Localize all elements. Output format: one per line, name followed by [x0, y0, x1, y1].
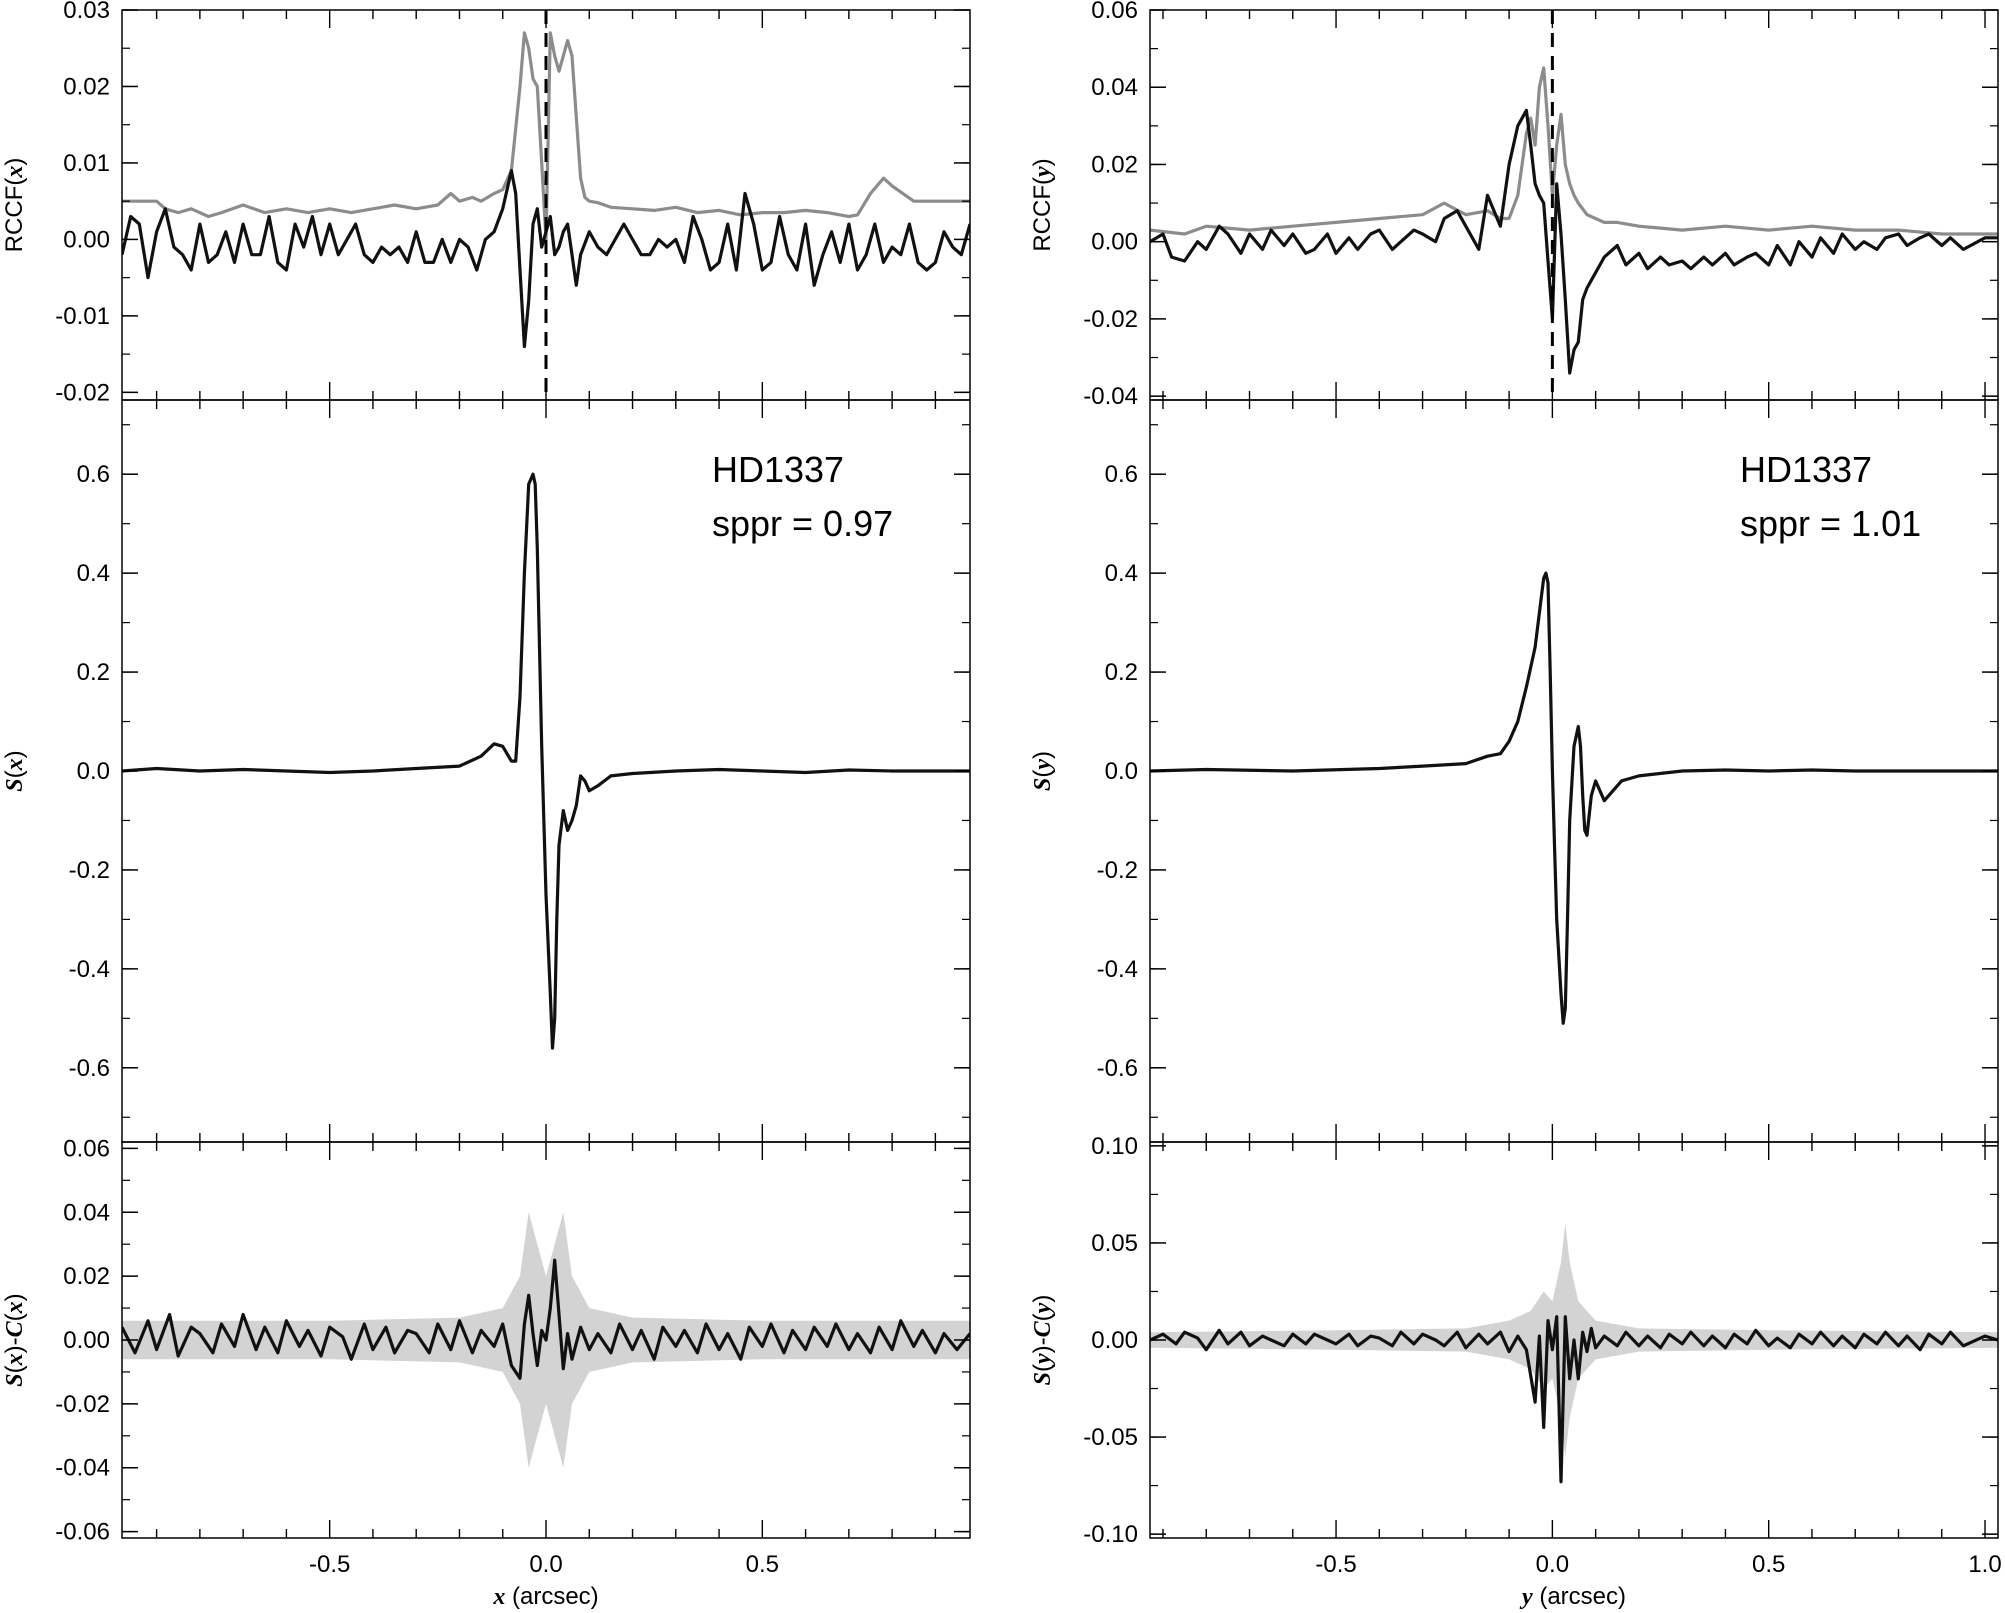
- y-tick-label: 0.02: [63, 73, 110, 100]
- y-axis-label: S(x)-C(x): [1, 1293, 28, 1386]
- y-tick-label: 0.2: [77, 659, 110, 686]
- y-tick-label: 0.00: [1091, 1327, 1138, 1354]
- panel-bottom-left: 0.06 0.04 0.02 0.00 -0.02 -0.04 -0.06 -0.5 0.0 0.…: [1, 1135, 971, 1610]
- y-tick-label: -0.02: [55, 379, 110, 406]
- panel-frame: [1149, 9, 1999, 401]
- x-tick-label: 0.5: [1752, 1551, 1785, 1578]
- y-tick-label: 0.0: [77, 758, 110, 785]
- y-tick-label: 0.02: [1091, 151, 1138, 178]
- y-axis-label: S(y)-C(y): [1029, 1295, 1056, 1386]
- series-line-2: [122, 169, 970, 349]
- y-tick-label: 0.00: [1091, 229, 1138, 256]
- plot-area: [1150, 10, 1998, 400]
- y-tick-label: 0.4: [1105, 560, 1138, 587]
- y-tick-label: 0.06: [63, 1135, 110, 1162]
- plot-area: [122, 10, 970, 400]
- y-tick-label: 0.2: [1105, 659, 1138, 686]
- sppr-label: sppr = 0.97: [712, 503, 893, 544]
- y-tick-label: 0.02: [63, 1263, 110, 1290]
- panel-top-right: 0.06 0.04 0.02 0.00 -0.02 -0.04 RCCF(y): [1029, 0, 1999, 410]
- series-line-1: [1150, 571, 1998, 1025]
- x-tick-label: 0.0: [529, 1551, 562, 1578]
- panel-middle-left: 0.6 0.4 0.2 0.0 -0.2 -0.4 -0.6 S(x) HD1337 sppr =…: [1, 399, 971, 1143]
- x-tick-label: 0.0: [1536, 1551, 1569, 1578]
- sppr-label: sppr = 1.01: [1740, 503, 1921, 544]
- series-line-1: [122, 472, 970, 1050]
- x-axis-label: y (arcsec): [1519, 1583, 1626, 1610]
- y-tick-label: -0.4: [1097, 956, 1138, 983]
- y-tick-label: -0.02: [55, 1391, 110, 1418]
- y-tick-label: -0.04: [55, 1455, 110, 1482]
- panel-top-left: 0.03 0.02 0.01 0.00 -0.01 -0.02 RCCF(x): [1, 0, 971, 406]
- plot-area: [1150, 571, 1998, 1025]
- plot-area: [122, 1212, 970, 1468]
- panel-bottom-right: 0.10 0.05 0.00 -0.05 -0.10 -0.5 0.0 0.5 1.0 S(y)-…: [1029, 1133, 2002, 1610]
- x-axis-label: x (arcsec): [492, 1583, 598, 1610]
- y-tick-label: 0.00: [63, 226, 110, 253]
- x-tick-label: 1.0: [1968, 1551, 2001, 1578]
- y-tick-label: 0.00: [63, 1327, 110, 1354]
- y-tick-label: 0.01: [63, 150, 110, 177]
- panel-middle-right: 0.6 0.4 0.2 0.0 -0.2 -0.4 -0.6 S(y) HD1337 sppr =…: [1029, 399, 1999, 1143]
- x-tick-label: -0.5: [309, 1551, 350, 1578]
- series-line-1: [1150, 1315, 1998, 1484]
- y-tick-label: -0.04: [1083, 383, 1138, 410]
- y-tick-label: 0.6: [1105, 461, 1138, 488]
- y-tick-label: -0.2: [69, 857, 110, 884]
- y-tick-label: -0.2: [1097, 857, 1138, 884]
- y-tick-label: 0.03: [63, 0, 110, 24]
- x-tick-label: 0.5: [746, 1551, 779, 1578]
- series-line-1: [1150, 66, 1998, 236]
- plot-area: [1150, 1223, 1998, 1484]
- y-tick-label: 0.06: [1091, 0, 1138, 24]
- y-tick-label: 0.04: [1091, 74, 1138, 101]
- y-axis-label: RCCF(x): [1, 158, 28, 253]
- y-axis-label: RCCF(y): [1029, 158, 1056, 251]
- star-name-label: HD1337: [1740, 449, 1872, 490]
- y-tick-label: 0.0: [1105, 758, 1138, 785]
- y-tick-label: 0.4: [77, 560, 110, 587]
- series-line-1: [122, 1258, 970, 1380]
- x-tick-label: -0.5: [1315, 1551, 1356, 1578]
- y-tick-label: -0.10: [1083, 1521, 1138, 1548]
- plot-area: [122, 472, 970, 1050]
- y-tick-label: 0.04: [63, 1199, 110, 1226]
- y-tick-label: 0.6: [77, 461, 110, 488]
- y-tick-label: -0.05: [1083, 1424, 1138, 1451]
- y-axis-label: S(x): [1, 750, 28, 791]
- y-tick-label: 0.10: [1091, 1133, 1138, 1160]
- y-tick-label: -0.06: [55, 1519, 110, 1546]
- series-line-2: [1150, 108, 1998, 375]
- star-name-label: HD1337: [712, 449, 844, 490]
- y-axis-label: S(y): [1029, 751, 1056, 791]
- y-tick-label: -0.01: [55, 303, 110, 330]
- y-tick-label: -0.6: [1097, 1055, 1138, 1082]
- y-tick-label: 0.05: [1091, 1230, 1138, 1257]
- y-tick-label: -0.6: [69, 1055, 110, 1082]
- y-tick-label: -0.4: [69, 956, 110, 983]
- y-tick-label: -0.02: [1083, 306, 1138, 333]
- series-line-1: [122, 31, 970, 241]
